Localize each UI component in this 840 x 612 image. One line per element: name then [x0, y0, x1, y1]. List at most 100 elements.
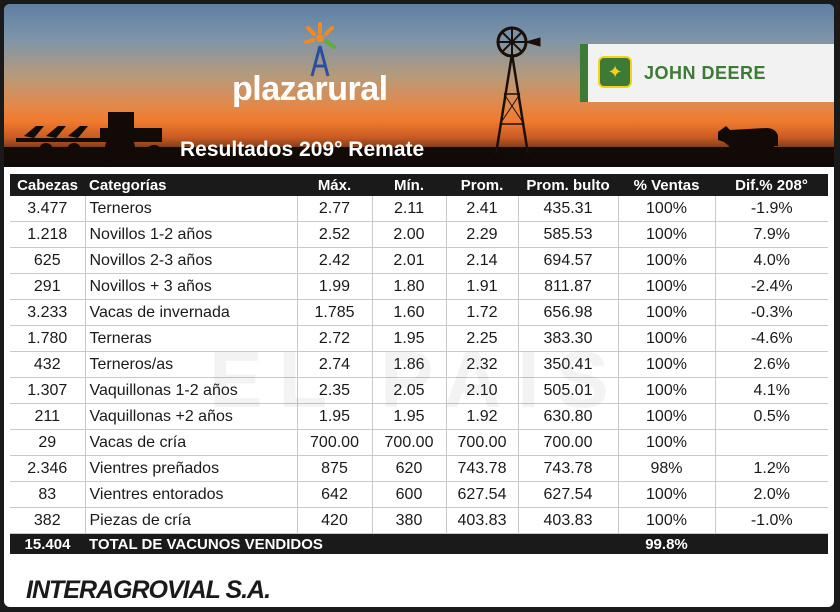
cell-prom-bulto: 585.53: [518, 221, 619, 248]
table-row: 29 Vacas de cría 700.00 700.00 700.00 700.00 1…: [10, 429, 828, 456]
cell-min: 380: [372, 507, 447, 534]
cell-min: 1.86: [372, 351, 447, 378]
cell-max: 1.785: [297, 299, 373, 326]
table-row: 3.233 Vacas de invernada 1.785 1.60 1.72 656.…: [10, 299, 828, 326]
cell-cabezas: 29: [10, 429, 86, 456]
cell-ventas: 100%: [618, 507, 716, 534]
cell-categoria: Terneros: [85, 196, 298, 222]
cell-prom-bulto: 383.30: [518, 325, 619, 352]
cell-cabezas: 1.218: [10, 221, 86, 248]
column-header: Mín.: [372, 174, 446, 196]
cell-dif: -1.0%: [715, 507, 828, 534]
cell-dif: 2.0%: [715, 481, 828, 508]
windmill-icon: [494, 26, 541, 155]
cell-cabezas: 432: [10, 351, 86, 378]
cell-prom-bulto: 505.01: [518, 377, 619, 404]
cell-prom-bulto: 700.00: [518, 429, 619, 456]
cell-min: 1.60: [372, 299, 447, 326]
cell-prom: 2.25: [446, 325, 519, 352]
cell-prom: 2.29: [446, 221, 519, 248]
cell-ventas: 100%: [618, 481, 716, 508]
total-ventas: 99.8%: [618, 533, 715, 554]
cell-max: 2.35: [297, 377, 373, 404]
tractor-icon: [16, 112, 163, 163]
plazarural-logo-icon: [304, 22, 336, 77]
cell-categoria: Novillos + 3 años: [85, 273, 298, 300]
cell-categoria: Vaquillonas 1-2 años: [85, 377, 298, 404]
sponsor-name: JOHN DEERE: [644, 63, 767, 83]
cell-categoria: Piezas de cría: [85, 507, 298, 534]
cell-ventas: 100%: [618, 247, 716, 274]
cell-cabezas: 1.780: [10, 325, 86, 352]
cell-ventas: 100%: [618, 377, 716, 404]
cell-cabezas: 1.307: [10, 377, 86, 404]
cell-prom: 1.91: [446, 273, 519, 300]
cell-prom: 2.41: [446, 196, 519, 222]
cell-dif: 0.5%: [715, 403, 828, 430]
cell-cabezas: 3.477: [10, 196, 86, 222]
cell-ventas: 100%: [618, 221, 716, 248]
column-header: % Ventas: [618, 174, 715, 196]
cell-dif: -1.9%: [715, 196, 828, 222]
table-row: 83 Vientres entorados 642 600 627.54 627.54 10…: [10, 481, 828, 508]
results-card: plazarural: [4, 4, 834, 607]
brand-name: plazarural: [232, 70, 388, 108]
cell-prom-bulto: 403.83: [518, 507, 619, 534]
cell-prom: 700.00: [446, 429, 519, 456]
cell-cabezas: 291: [10, 273, 86, 300]
cell-min: 1.95: [372, 403, 447, 430]
cell-dif: -4.6%: [715, 325, 828, 352]
cell-max: 2.52: [297, 221, 373, 248]
cell-max: 2.74: [297, 351, 373, 378]
cell-min: 1.80: [372, 273, 447, 300]
cell-ventas: 98%: [618, 455, 716, 482]
cell-min: 700.00: [372, 429, 447, 456]
table-row: 432 Terneros/as 2.74 1.86 2.32 350.41 100% 2.6%: [10, 351, 828, 378]
cell-max: 1.95: [297, 403, 373, 430]
cell-ventas: 100%: [618, 196, 716, 222]
table-row: 625 Novillos 2-3 años 2.42 2.01 2.14 694.57 10…: [10, 247, 828, 274]
cell-cabezas: 382: [10, 507, 86, 534]
cell-prom: 403.83: [446, 507, 519, 534]
cell-categoria: Vacas de cría: [85, 429, 298, 456]
cell-prom: 2.32: [446, 351, 519, 378]
column-header: Prom.: [446, 174, 518, 196]
column-header: Cabezas: [10, 174, 85, 196]
total-cabezas: 15.404: [10, 533, 85, 554]
cell-cabezas: 83: [10, 481, 86, 508]
total-row: 15.404 TOTAL DE VACUNOS VENDIDOS 99.8%: [10, 533, 828, 554]
cell-categoria: Vientres entorados: [85, 481, 298, 508]
cell-categoria: Vientres preñados: [85, 455, 298, 482]
cell-max: 875: [297, 455, 373, 482]
table-row: 382 Piezas de cría 420 380 403.83 403.83 100% -…: [10, 507, 828, 534]
cell-prom: 1.92: [446, 403, 519, 430]
cell-dif: 4.1%: [715, 377, 828, 404]
cell-dif: 7.9%: [715, 221, 828, 248]
cell-prom: 1.72: [446, 299, 519, 326]
cell-max: 1.99: [297, 273, 373, 300]
column-header: Prom. bulto: [518, 174, 618, 196]
cell-dif: 1.2%: [715, 455, 828, 482]
table-row: 3.477 Terneros 2.77 2.11 2.41 435.31 100% -1.9%: [10, 196, 828, 222]
cell-max: 420: [297, 507, 373, 534]
cell-max: 700.00: [297, 429, 373, 456]
cell-prom-bulto: 435.31: [518, 196, 619, 222]
cell-dif: 4.0%: [715, 247, 828, 274]
cell-categoria: Novillos 2-3 años: [85, 247, 298, 274]
cell-cabezas: 2.346: [10, 455, 86, 482]
cell-max: 2.42: [297, 247, 373, 274]
cell-prom: 627.54: [446, 481, 519, 508]
column-header: Máx.: [297, 174, 372, 196]
company-name: INTERAGROVIAL S.A.: [26, 576, 271, 604]
cell-dif: 2.6%: [715, 351, 828, 378]
table-row: 291 Novillos + 3 años 1.99 1.80 1.91 811.87 10…: [10, 273, 828, 300]
cell-prom-bulto: 350.41: [518, 351, 619, 378]
table-row: 2.346 Vientres preñados 875 620 743.78 743.78…: [10, 455, 828, 482]
cell-categoria: Terneros/as: [85, 351, 298, 378]
table-body: 3.477 Terneros 2.77 2.11 2.41 435.31 100% -1.9%…: [10, 196, 828, 534]
cell-ventas: 100%: [618, 273, 716, 300]
cell-dif: [715, 429, 828, 456]
table-row: 1.218 Novillos 1-2 años 2.52 2.00 2.29 585.53…: [10, 221, 828, 248]
table-row: 211 Vaquillonas +2 años 1.95 1.95 1.92 630.80…: [10, 403, 828, 430]
page-title: Resultados 209° Remate: [180, 138, 425, 161]
